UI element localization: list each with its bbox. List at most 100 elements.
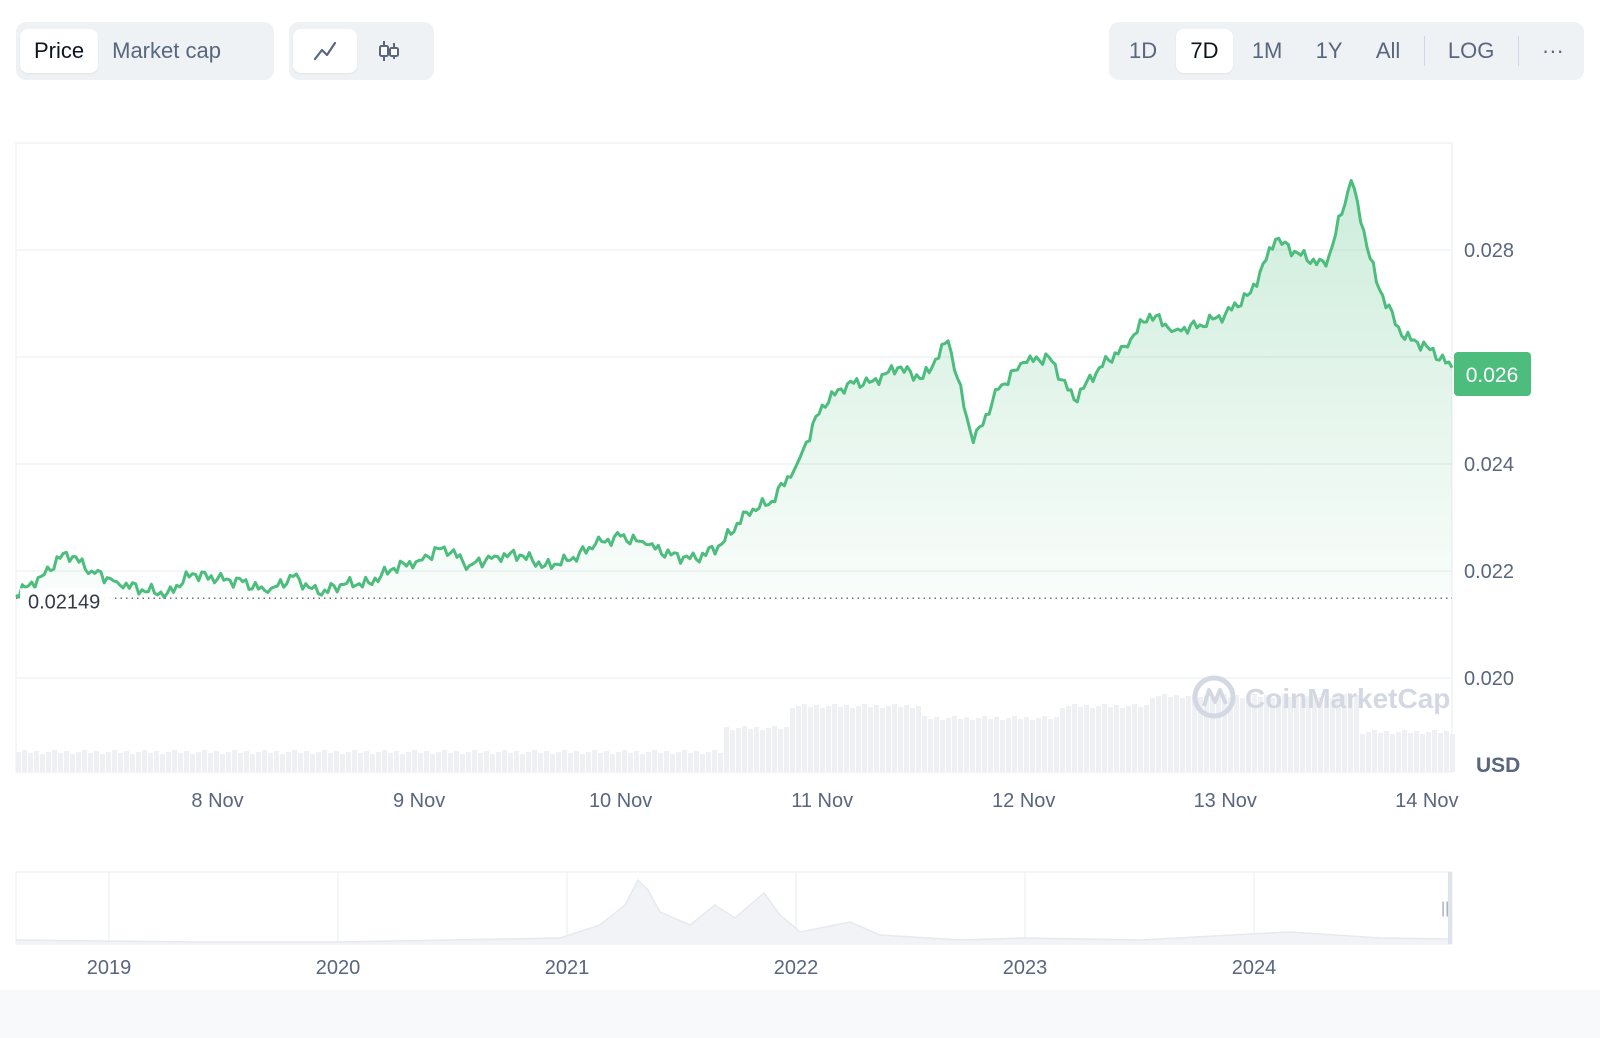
volume-bar [328,753,333,772]
volume-bar [940,720,945,772]
x-tick-label: 13 Nov [1194,790,1257,812]
volume-bar [874,705,879,772]
volume-bar [1084,705,1089,772]
volume-bar [268,753,273,772]
volume-bar [1120,708,1125,772]
volume-bar [316,752,321,772]
volume-bar [1342,694,1347,772]
volume-bar [820,708,825,772]
volume-bar [292,750,297,772]
volume-bar [304,751,309,772]
tab-price[interactable]: Price [20,29,99,73]
line-chart-button[interactable] [293,29,357,73]
volume-bars [16,694,1455,772]
more-options-icon[interactable]: ··· [1541,38,1564,63]
volume-bar [190,754,195,772]
volume-bar [1174,695,1179,772]
volume-bar [802,704,807,772]
price-area-fill [16,180,1452,599]
volume-bar [64,751,69,772]
volume-bar [124,751,129,772]
navigator-line [15,878,1453,943]
range-1y-button[interactable]: 1Y [1315,38,1343,63]
volume-bar [1372,730,1377,772]
time-range-selector: 1D 7D 1M 1Y All LOG ··· [1109,22,1584,80]
volume-bar [466,752,471,772]
bottom-fade [0,990,1600,1038]
volume-bar [556,752,561,772]
range-1m-button[interactable]: 1M [1251,38,1283,63]
volume-bar [178,753,183,772]
volume-bar [94,751,99,772]
volume-bar [1390,734,1395,772]
volume-bar [214,751,219,772]
navigator-handle[interactable] [1448,872,1452,944]
volume-bar [844,705,849,772]
volume-bar [880,708,885,772]
volume-bar [778,729,783,772]
range-navigator[interactable]: || 2019 2020 2021 2022 2023 2024 [0,871,1600,1038]
volume-bar [1186,696,1191,772]
volume-bar [28,753,33,772]
reference-line: 0.02149 [16,588,1452,617]
navigator-area [16,880,1452,944]
volume-bar [1000,720,1005,772]
volume-bar [1420,734,1425,772]
x-axis: 8 Nov 9 Nov 10 Nov 11 Nov 12 Nov 13 Nov 14 Nov [191,790,1458,812]
volume-bar [34,751,39,772]
volume-bar [1048,719,1053,772]
volume-bar [1312,694,1317,772]
volume-bar [544,751,549,772]
volume-bar [1054,717,1059,772]
volume-bar [16,752,21,772]
volume-bar [682,750,687,772]
volume-bar [610,754,615,772]
volume-bar [1354,695,1359,772]
volume-bar [424,751,429,772]
volume-bar [232,750,237,772]
volume-bar [652,750,657,772]
tab-market-cap[interactable]: Market cap [112,38,221,63]
volume-bar [286,752,291,772]
volume-bar [604,751,609,772]
range-1d-button[interactable]: 1D [1129,38,1158,63]
volume-bar [868,707,873,772]
volume-bar [394,751,399,772]
volume-bar [1258,697,1263,772]
candlestick-button[interactable] [357,29,421,73]
volume-bar [790,708,795,772]
volume-bar [640,754,645,772]
volume-bar [658,753,663,772]
x-tick-label: 10 Nov [589,790,652,812]
volume-bar [850,708,855,772]
x-tick-label: 14 Nov [1395,790,1458,812]
range-7d-button[interactable]: 7D [1176,29,1233,73]
volume-bar [616,752,621,772]
navigator-handle-grip-icon[interactable]: || [1441,900,1449,917]
x-tick-label: 12 Nov [992,790,1055,812]
volume-bar [1042,716,1047,772]
volume-bar [358,753,363,772]
volume-bar [1126,706,1131,772]
volume-bar [1114,705,1119,772]
volume-bar [112,750,117,772]
log-scale-button[interactable]: LOG [1447,38,1495,63]
volume-bar [634,751,639,772]
watermark: CoinMarketCap [1192,675,1450,719]
volume-bar [1078,707,1083,772]
volume-bar [988,719,993,772]
volume-bar [1096,706,1101,772]
volume-bar [1240,698,1245,772]
volume-bar [442,750,447,772]
watermark-text: CoinMarketCap [1245,683,1450,714]
volume-bar [1138,707,1143,772]
volume-bar [340,754,345,772]
range-all-button[interactable]: All [1375,38,1401,63]
volume-bar [250,754,255,772]
volume-bar [670,754,675,772]
volume-bar [160,754,165,772]
current-price-tag: 0.026 [1454,352,1531,396]
volume-bar [388,753,393,772]
volume-bar [1450,734,1455,772]
y-tick-label: 0.024 [1464,454,1514,476]
